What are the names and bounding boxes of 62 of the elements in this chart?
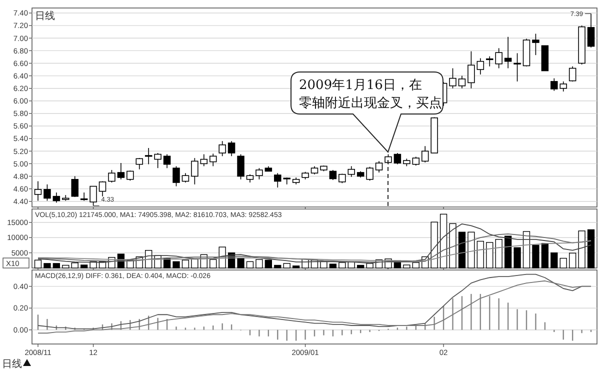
candlestick xyxy=(237,154,244,180)
candlestick xyxy=(329,170,337,180)
bar xyxy=(532,244,540,268)
bar xyxy=(237,258,244,268)
annotation: 2009年1月16日，在零轴附近出现金叉，买点 xyxy=(299,78,442,111)
candlestick xyxy=(366,166,374,182)
line-series xyxy=(38,240,592,262)
line-series xyxy=(38,223,592,264)
bar xyxy=(264,260,272,268)
bar xyxy=(514,247,521,268)
bar xyxy=(172,261,180,268)
bar xyxy=(550,252,558,268)
bar xyxy=(329,264,337,268)
bar xyxy=(587,229,595,268)
line-series xyxy=(38,280,592,334)
candlestick xyxy=(136,158,144,170)
candlestick xyxy=(126,170,134,182)
candlestick xyxy=(154,152,162,168)
candlestick xyxy=(117,162,125,180)
candlestick xyxy=(200,154,208,167)
candlestick xyxy=(587,13,595,48)
candlestick xyxy=(218,140,226,157)
bar xyxy=(504,236,512,268)
candlestick xyxy=(191,158,198,185)
candlestick xyxy=(44,184,51,202)
bar xyxy=(44,263,51,268)
candlestick xyxy=(256,168,263,180)
candlestick xyxy=(34,180,42,202)
bar xyxy=(80,264,88,268)
candlestick xyxy=(98,180,106,197)
chart-title: 日线 xyxy=(35,10,55,22)
candlestick xyxy=(514,52,521,82)
candlestick xyxy=(52,192,60,204)
text: 日线 xyxy=(2,358,22,370)
candlestick xyxy=(209,153,217,167)
candlestick xyxy=(172,166,180,187)
candlestick xyxy=(421,146,429,163)
candlestick xyxy=(163,154,171,168)
candlestick xyxy=(504,36,512,69)
candlestick xyxy=(458,75,466,89)
candlestick xyxy=(468,50,475,89)
candlestick xyxy=(476,58,484,75)
candlestick xyxy=(495,48,502,69)
candlestick xyxy=(532,33,540,56)
candlestick xyxy=(394,152,402,165)
line-series xyxy=(38,233,592,262)
candlestick xyxy=(568,66,576,82)
candlestick xyxy=(486,56,494,67)
bar xyxy=(458,232,466,268)
bar xyxy=(52,263,60,268)
candlestick xyxy=(108,170,116,183)
candlestick xyxy=(71,176,78,198)
candlestick xyxy=(80,192,88,202)
bar xyxy=(292,266,300,268)
candlestick xyxy=(449,68,456,89)
bar xyxy=(274,264,282,268)
candlestick xyxy=(144,148,152,165)
bar xyxy=(357,264,364,268)
candlestick xyxy=(375,160,383,173)
candlestick xyxy=(228,140,236,157)
candlestick xyxy=(182,172,190,183)
bar xyxy=(541,243,548,268)
